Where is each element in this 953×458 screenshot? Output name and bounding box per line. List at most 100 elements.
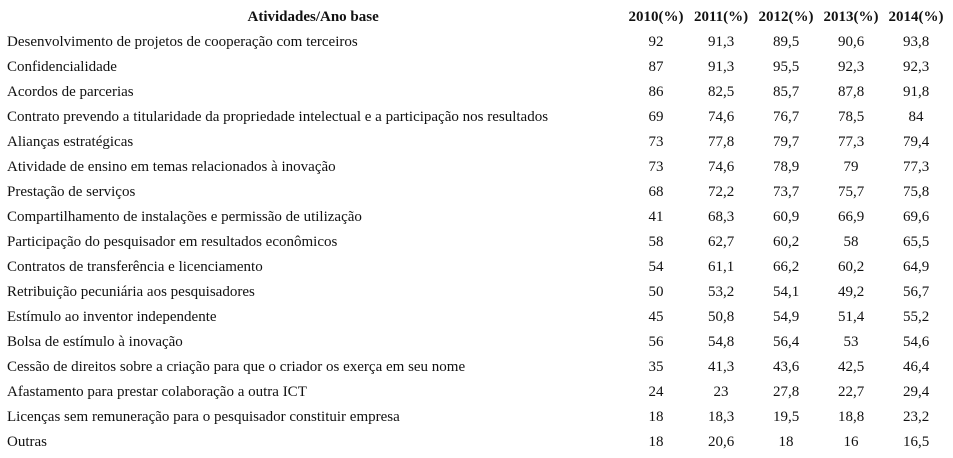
value-cell: 76,7 <box>773 109 800 125</box>
value-cell: 82,5 <box>708 84 735 100</box>
value-cell: 74,6 <box>708 159 735 175</box>
value-cell: 79,7 <box>773 134 800 150</box>
value-cell: 53,2 <box>708 284 735 300</box>
value-cell: 86 <box>648 84 664 100</box>
value-cell: 27,8 <box>773 384 800 400</box>
header-cell: 2013(%) <box>823 9 879 25</box>
value-cell: 77,8 <box>708 134 735 150</box>
value-cell: 60,2 <box>838 259 865 275</box>
value-cell: 20,6 <box>708 434 735 450</box>
value-cell: 73 <box>648 159 664 175</box>
value-cell: 62,7 <box>708 234 735 250</box>
value-cell: 58 <box>648 234 664 250</box>
value-cell: 95,5 <box>773 59 800 75</box>
value-cell: 16,5 <box>903 434 930 450</box>
value-cell: 23,2 <box>903 409 930 425</box>
value-cell: 19,5 <box>773 409 800 425</box>
activity-label: Confidencialidade <box>7 59 117 75</box>
value-cell: 68,3 <box>708 209 735 225</box>
activity-label: Afastamento para prestar colaboração a o… <box>7 384 307 400</box>
value-cell: 29,4 <box>903 384 930 400</box>
value-cell: 50,8 <box>708 309 735 325</box>
activity-label: Contratos de transferência e licenciamen… <box>7 259 263 275</box>
value-cell: 91,3 <box>708 59 735 75</box>
header-cell: Atividades/Ano base <box>247 9 379 25</box>
activity-label: Compartilhamento de instalações e permis… <box>7 209 362 225</box>
value-cell: 56,4 <box>773 334 800 350</box>
value-cell: 89,5 <box>773 34 800 50</box>
value-cell: 42,5 <box>838 359 865 375</box>
value-cell: 23 <box>713 384 729 400</box>
value-cell: 93,8 <box>903 34 930 50</box>
value-cell: 49,2 <box>838 284 865 300</box>
value-cell: 87 <box>648 59 664 75</box>
value-cell: 66,9 <box>838 209 865 225</box>
activity-label: Cessão de direitos sobre a criação para … <box>7 359 466 375</box>
value-cell: 61,1 <box>708 259 735 275</box>
value-cell: 60,9 <box>773 209 800 225</box>
value-cell: 91,8 <box>903 84 930 100</box>
value-cell: 41,3 <box>708 359 735 375</box>
header-cell: 2014(%) <box>888 9 944 25</box>
value-cell: 22,7 <box>838 384 865 400</box>
value-cell: 65,5 <box>903 234 930 250</box>
value-cell: 79,4 <box>903 134 930 150</box>
value-cell: 87,8 <box>838 84 865 100</box>
activity-label: Acordos de parcerias <box>7 84 134 100</box>
value-cell: 85,7 <box>773 84 800 100</box>
value-cell: 53 <box>843 334 859 350</box>
activity-label: Contrato prevendo a titularidade da prop… <box>7 109 549 125</box>
value-cell: 55,2 <box>903 309 930 325</box>
value-cell: 75,8 <box>903 184 930 200</box>
value-cell: 43,6 <box>773 359 800 375</box>
value-cell: 91,3 <box>708 34 735 50</box>
value-cell: 74,6 <box>708 109 735 125</box>
value-cell: 51,4 <box>838 309 865 325</box>
header-cell: 2011(%) <box>694 9 749 25</box>
value-cell: 24 <box>648 384 664 400</box>
header-cell: 2012(%) <box>758 9 814 25</box>
value-cell: 56 <box>648 334 664 350</box>
value-cell: 68 <box>648 184 664 200</box>
value-cell: 18,8 <box>838 409 865 425</box>
value-cell: 35 <box>648 359 664 375</box>
value-cell: 58 <box>843 234 859 250</box>
value-cell: 92,3 <box>903 59 930 75</box>
value-cell: 73,7 <box>773 184 800 200</box>
activity-label: Alianças estratégicas <box>7 134 134 150</box>
value-cell: 50 <box>648 284 664 300</box>
value-cell: 45 <box>648 309 664 325</box>
value-cell: 54,1 <box>773 284 800 300</box>
value-cell: 54 <box>648 259 664 275</box>
activity-label: Desenvolvimento de projetos de cooperaçã… <box>7 34 358 50</box>
value-cell: 84 <box>908 109 924 125</box>
value-cell: 60,2 <box>773 234 800 250</box>
value-cell: 92 <box>648 34 664 50</box>
value-cell: 75,7 <box>838 184 865 200</box>
value-cell: 46,4 <box>903 359 930 375</box>
value-cell: 73 <box>648 134 664 150</box>
value-cell: 77,3 <box>903 159 930 175</box>
value-cell: 90,6 <box>838 34 865 50</box>
value-cell: 77,3 <box>838 134 865 150</box>
header-cell: 2010(%) <box>628 9 684 25</box>
value-cell: 54,9 <box>773 309 800 325</box>
activity-label: Outras <box>7 434 47 450</box>
activity-label: Retribuição pecuniária aos pesquisadores <box>7 284 255 300</box>
activity-label: Licenças sem remuneração para o pesquisa… <box>7 409 400 425</box>
value-cell: 54,8 <box>708 334 735 350</box>
value-cell: 69,6 <box>903 209 930 225</box>
value-cell: 56,7 <box>903 284 930 300</box>
activity-label: Prestação de serviços <box>7 184 136 200</box>
value-cell: 18 <box>648 434 664 450</box>
activity-label: Participação do pesquisador em resultado… <box>7 234 338 250</box>
value-cell: 18 <box>648 409 664 425</box>
value-cell: 41 <box>648 209 664 225</box>
activity-label: Bolsa de estímulo à inovação <box>7 334 183 350</box>
value-cell: 64,9 <box>903 259 930 275</box>
value-cell: 92,3 <box>838 59 865 75</box>
value-cell: 78,5 <box>838 109 865 125</box>
value-cell: 69 <box>648 109 664 125</box>
value-cell: 18,3 <box>708 409 735 425</box>
